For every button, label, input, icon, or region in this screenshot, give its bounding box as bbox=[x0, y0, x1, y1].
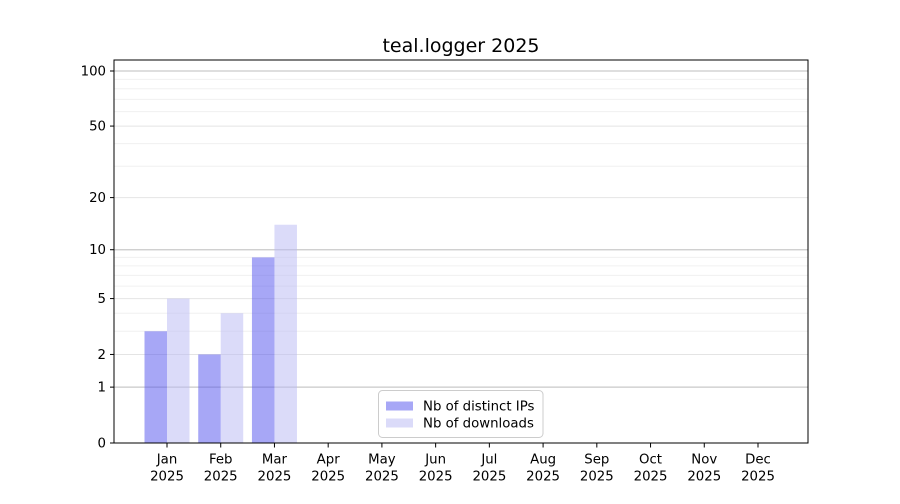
x-tick-label-nov: Nov bbox=[691, 453, 717, 468]
x-tick-label-feb: Feb bbox=[209, 453, 233, 468]
y-tick-label-10: 10 bbox=[89, 243, 106, 258]
bar-distinct-ips-mar bbox=[251, 257, 275, 443]
bar-downloads-mar bbox=[274, 224, 297, 443]
x-tick-year-jun: 2025 bbox=[419, 470, 453, 485]
x-tick-label-jul: Jul bbox=[480, 453, 497, 468]
x-tick-label-aug: Aug bbox=[530, 453, 556, 468]
x-tick-label-may: May bbox=[368, 453, 396, 468]
legend-box bbox=[378, 390, 544, 438]
x-tick-label-dec: Dec bbox=[745, 453, 771, 468]
legend-label-downloads: Nb of downloads bbox=[423, 417, 534, 432]
bars bbox=[144, 224, 297, 443]
x-tick-year-aug: 2025 bbox=[526, 470, 560, 485]
gridlines bbox=[114, 70, 808, 388]
x-tick-year-sep: 2025 bbox=[580, 470, 614, 485]
x-axis: Jan 2025 Feb 2025 Mar 2025 Apr 2025 May 2025 Jun 20… bbox=[150, 443, 775, 485]
y-axis: 0 1 2 5 10 20 50 100 bbox=[81, 65, 114, 452]
legend-swatch-distinct-ips-icon bbox=[386, 401, 413, 411]
x-tick-year-nov: 2025 bbox=[687, 470, 721, 485]
bar-distinct-ips-feb bbox=[198, 354, 221, 443]
x-tick-label-jun: Jun bbox=[424, 453, 446, 468]
y-tick-label-0: 0 bbox=[98, 437, 106, 452]
y-tick-label-20: 20 bbox=[89, 191, 106, 206]
x-tick-year-jan: 2025 bbox=[150, 470, 184, 485]
bar-distinct-ips-jan bbox=[144, 331, 167, 443]
x-tick-year-mar: 2025 bbox=[258, 470, 292, 485]
y-tick-label-2: 2 bbox=[98, 348, 106, 363]
bar-downloads-jan bbox=[167, 298, 190, 443]
x-tick-year-jul: 2025 bbox=[472, 470, 506, 485]
x-tick-year-feb: 2025 bbox=[204, 470, 238, 485]
x-tick-label-oct: Oct bbox=[639, 453, 662, 468]
x-tick-label-mar: Mar bbox=[262, 453, 288, 468]
y-tick-label-5: 5 bbox=[98, 292, 106, 307]
chart-title: teal.logger 2025 bbox=[382, 35, 539, 57]
x-tick-year-oct: 2025 bbox=[634, 470, 668, 485]
x-tick-year-dec: 2025 bbox=[741, 470, 775, 485]
x-tick-year-may: 2025 bbox=[365, 470, 399, 485]
plot-border bbox=[113, 59, 809, 444]
legend: Nb of distinct IPs Nb of downloads bbox=[378, 390, 544, 438]
legend-swatch-downloads-icon bbox=[386, 418, 413, 428]
y-tick-label-100: 100 bbox=[81, 65, 106, 80]
x-tick-label-sep: Sep bbox=[584, 453, 609, 468]
x-tick-label-jan: Jan bbox=[156, 453, 178, 468]
y-tick-label-50: 50 bbox=[89, 120, 106, 135]
x-tick-year-apr: 2025 bbox=[311, 470, 345, 485]
x-tick-label-apr: Apr bbox=[317, 453, 341, 468]
bar-downloads-feb bbox=[220, 313, 244, 443]
legend-label-distinct-ips: Nb of distinct IPs bbox=[423, 400, 535, 415]
y-tick-label-1: 1 bbox=[98, 381, 106, 396]
